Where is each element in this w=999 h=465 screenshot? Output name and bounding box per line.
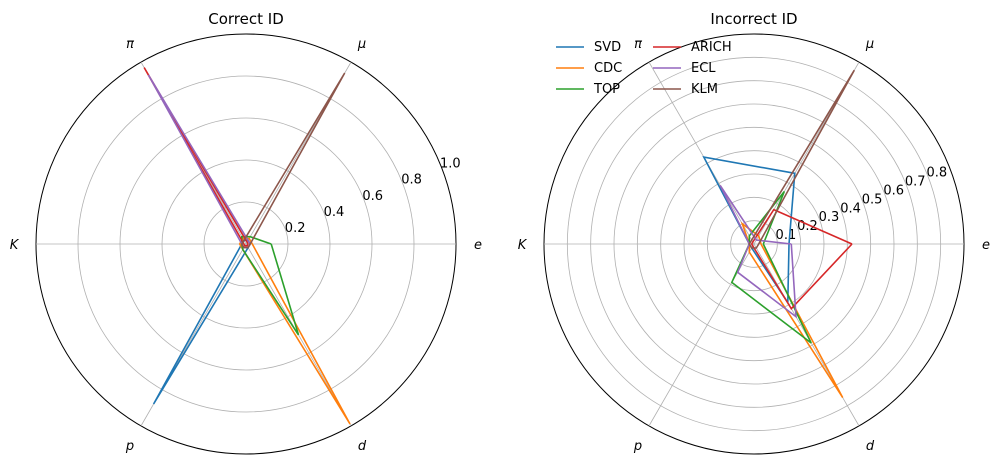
axis-label-label: π bbox=[634, 37, 642, 52]
legend-item-klm: KLM bbox=[653, 82, 718, 97]
legend-label: KLM bbox=[691, 82, 718, 97]
radial-tick-label: 1.0 bbox=[440, 157, 461, 172]
radial-tick-label: 0.6 bbox=[883, 183, 904, 198]
axis-label-label: μ bbox=[357, 37, 366, 52]
angular-spokes bbox=[36, 61, 456, 427]
legend-label: ECL bbox=[691, 61, 716, 76]
axis-labels: e μ π Kp d bbox=[10, 37, 482, 454]
radar-chart-correct-id: Correct ID 0.2 0.4 0.6 0.8 1.0 e μ π Kp d bbox=[10, 10, 482, 455]
axis-label-label: μ bbox=[865, 37, 874, 52]
axis-label-p: p bbox=[633, 439, 642, 454]
legend-label: SVD bbox=[594, 40, 621, 55]
legend-item-ecl: ECL bbox=[653, 61, 716, 76]
radial-tick-label: 0.3 bbox=[819, 210, 840, 225]
chart-title: Correct ID bbox=[208, 10, 284, 28]
axis-label-p: p bbox=[125, 439, 134, 454]
axis-label-d: d bbox=[866, 439, 875, 454]
axis-labels: e μ π Kp d bbox=[518, 37, 990, 454]
legend-label: ARICH bbox=[691, 40, 732, 55]
axis-label-d: d bbox=[358, 439, 367, 454]
chart-title: Incorrect ID bbox=[710, 10, 797, 28]
legend-item-svd: SVD bbox=[556, 40, 621, 55]
axis-label-e: e bbox=[982, 238, 990, 253]
legend-label: TOP bbox=[593, 82, 620, 97]
radial-tick-label: 0.1 bbox=[776, 228, 797, 243]
legend: SVD CDC TOP ARICH ECL KLM bbox=[556, 40, 732, 97]
radial-tick-label: 0.6 bbox=[362, 189, 383, 204]
legend-label: CDC bbox=[594, 61, 622, 76]
axis-label-k: K bbox=[10, 238, 20, 253]
radial-tick-labels: 0.2 0.4 0.6 0.8 1.0 bbox=[285, 157, 461, 236]
series-line-klm bbox=[240, 72, 346, 249]
radar-chart-incorrect-id: Incorrect ID 0.10.20.30.40.50.60.70.8 e μ… bbox=[518, 10, 990, 455]
radial-tick-label: 0.4 bbox=[324, 205, 345, 220]
radial-tick-label: 0.8 bbox=[401, 173, 422, 188]
legend-item-arich: ARICH bbox=[653, 40, 732, 55]
angular-spokes bbox=[544, 61, 964, 427]
axis-label-label: π bbox=[126, 37, 134, 52]
series-lines bbox=[143, 67, 351, 425]
legend-item-top: TOP bbox=[556, 82, 620, 97]
spoke bbox=[648, 61, 755, 245]
series-line-arich bbox=[750, 208, 853, 311]
series-line-arich bbox=[143, 67, 249, 247]
series-line-svd bbox=[152, 239, 251, 405]
axis-label-e: e bbox=[474, 238, 482, 253]
series-lines bbox=[702, 69, 856, 399]
series-line-cdc bbox=[238, 237, 351, 425]
radial-tick-label: 0.2 bbox=[285, 221, 306, 236]
radial-tick-label: 0.4 bbox=[840, 201, 861, 216]
radial-tick-label: 0.8 bbox=[926, 166, 947, 181]
radial-tick-labels: 0.10.20.30.40.50.60.70.8 bbox=[776, 166, 948, 244]
spoke bbox=[648, 243, 755, 427]
axis-label-k: K bbox=[518, 238, 528, 253]
series-line-klm bbox=[748, 69, 856, 249]
legend-item-cdc: CDC bbox=[556, 61, 622, 76]
radial-tick-label: 0.7 bbox=[905, 174, 926, 189]
radial-tick-label: 0.5 bbox=[862, 192, 883, 207]
